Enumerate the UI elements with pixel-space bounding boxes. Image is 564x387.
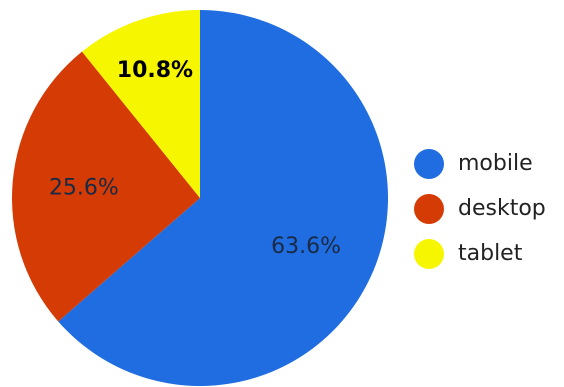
pie-slice-tablet <box>81 10 200 198</box>
legend-label-mobile: mobile <box>458 151 533 176</box>
legend-item-desktop: desktop <box>414 186 564 231</box>
chart-legend: mobile desktop tablet <box>414 141 564 276</box>
legend-item-mobile: mobile <box>414 141 564 186</box>
slice-value-label-desktop: 25.6% <box>49 175 119 200</box>
pie-slice-mobile <box>58 10 389 387</box>
slice-value-label-tablet: 10.8% <box>117 58 193 83</box>
legend-swatch-tablet <box>414 238 444 269</box>
legend-swatch-mobile <box>414 148 444 179</box>
legend-swatch-desktop <box>414 193 444 224</box>
legend-label-tablet: tablet <box>458 241 523 266</box>
pie-slice-desktop <box>12 51 200 322</box>
legend-label-desktop: desktop <box>458 196 546 221</box>
slice-value-label-mobile: 63.6% <box>271 234 341 259</box>
legend-item-tablet: tablet <box>414 231 564 276</box>
